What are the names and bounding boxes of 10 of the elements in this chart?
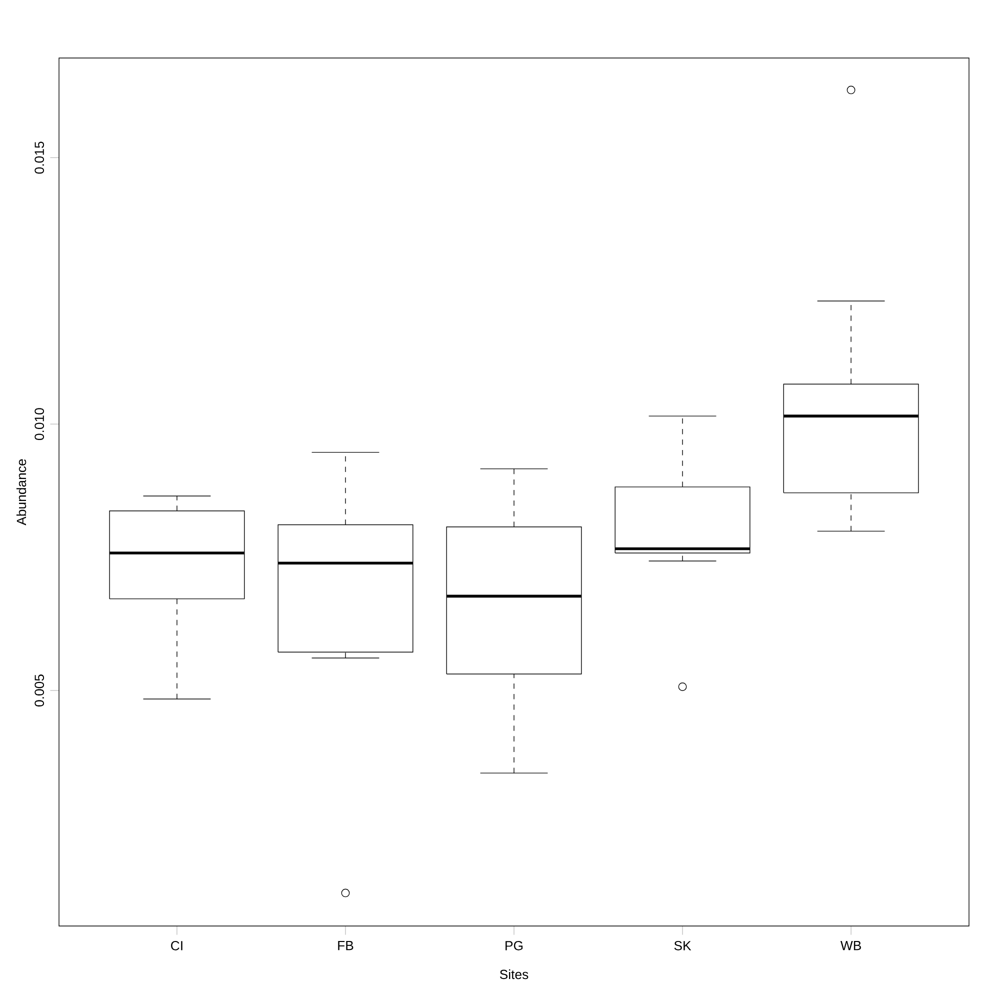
x-tick-label: CI xyxy=(171,940,182,950)
x-tick-label: PG xyxy=(506,940,523,950)
y-axis-title: Abundance xyxy=(16,459,26,526)
y-tick-label: 0.010 xyxy=(34,408,44,440)
x-tick-label: SK xyxy=(674,940,692,950)
x-axis-title: Sites xyxy=(500,969,528,980)
x-tick-label: FB xyxy=(338,940,354,950)
y-tick-label: 0.015 xyxy=(34,142,44,174)
y-tick-label: 0.005 xyxy=(34,674,44,706)
x-tick-label: WB xyxy=(840,940,861,950)
